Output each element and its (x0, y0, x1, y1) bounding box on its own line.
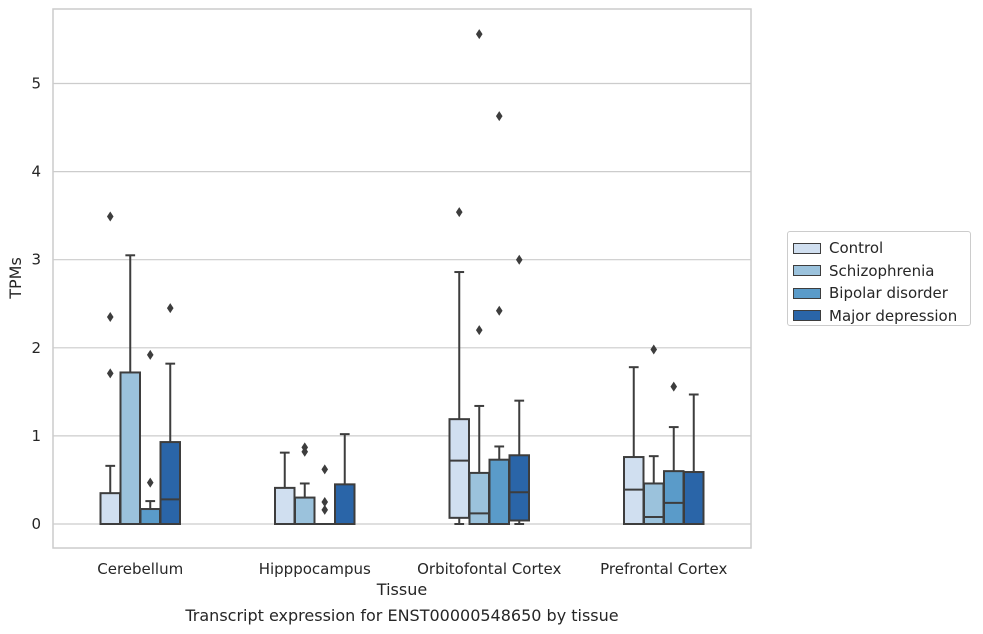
legend-label: Schizophrenia (829, 261, 935, 280)
box-body (683, 471, 705, 525)
box-0-0 (99, 211, 121, 526)
box-3-3 (683, 393, 705, 525)
box-2-3 (663, 381, 685, 526)
box-1-1 (294, 442, 316, 526)
box-body (294, 496, 316, 526)
box-1-3 (643, 344, 665, 525)
box-body (139, 508, 161, 526)
box-3-1 (334, 433, 356, 526)
axis-ticks: 0 1 2 3 4 5 Cerebellum Hipppocampus Orbitofontal… (31, 75, 727, 579)
outlier-point (455, 207, 463, 218)
box-1-0 (119, 254, 141, 525)
y-tick-label: 2 (31, 339, 41, 357)
outlier-point (475, 325, 483, 336)
outlier-point (495, 305, 503, 316)
x-tick-label: Prefrontal Cortex (600, 560, 727, 578)
outlier-point (146, 477, 154, 488)
legend-item: Schizophrenia (793, 260, 970, 283)
outlier-point (515, 254, 523, 265)
legend-label: Control (829, 239, 884, 258)
legend-swatch (793, 287, 821, 299)
box-body (274, 486, 296, 525)
plot-frame (52, 8, 752, 549)
outlier-point (321, 464, 329, 475)
box-body (334, 483, 356, 526)
outlier-point (670, 381, 678, 392)
box-body (468, 471, 490, 526)
y-tick-label: 0 (31, 515, 41, 533)
outlier-point (106, 211, 114, 222)
box-body (488, 458, 510, 526)
outlier-point (146, 349, 154, 360)
box-groups (99, 29, 705, 526)
legend-item: Major depression (793, 305, 970, 328)
legend-label: Major depression (829, 306, 958, 325)
box-body (99, 492, 121, 526)
y-tick-label: 3 (31, 251, 41, 269)
outlier-point (106, 311, 114, 322)
x-tick-label: Orbitofontal Cortex (417, 560, 561, 578)
box-body (159, 441, 181, 525)
x-tick-label: Cerebellum (97, 560, 183, 578)
box-0-1 (274, 451, 296, 525)
outlier-point (321, 504, 329, 515)
box-3-2 (508, 254, 530, 525)
box-body (508, 454, 530, 522)
box-1-2 (468, 29, 490, 526)
legend-swatch (793, 265, 821, 277)
legend-label: Bipolar disorder (829, 284, 948, 303)
y-tick-label: 1 (31, 427, 41, 445)
outlier-point (475, 29, 483, 40)
legend-item: Control (793, 237, 970, 260)
box-body (448, 418, 470, 519)
outlier-point (650, 344, 658, 355)
grid-lines (53, 82, 751, 525)
box-2-1 (315, 464, 335, 525)
legend-swatch (793, 310, 821, 322)
box-body (119, 371, 141, 525)
box-0-3 (623, 366, 645, 526)
legend-swatch (793, 242, 821, 254)
y-tick-label: 5 (31, 75, 41, 93)
x-tick-label: Hipppocampus (259, 560, 371, 578)
chart-caption: Transcript expression for ENST0000054865… (185, 606, 619, 625)
box-0-2 (448, 207, 470, 525)
outlier-point (166, 303, 174, 314)
box-2-2 (488, 111, 510, 526)
outlier-point (321, 496, 329, 507)
y-tick-label: 4 (31, 163, 41, 181)
outlier-point (106, 368, 114, 379)
box-2-0 (139, 349, 161, 526)
box-3-0 (159, 303, 181, 525)
box-body (663, 470, 685, 526)
y-axis-label: TPMs (6, 257, 25, 300)
legend-item: Bipolar disorder (793, 282, 970, 305)
outlier-point (495, 111, 503, 122)
x-axis-label: Tissue (376, 580, 427, 599)
legend: Control Schizophrenia Bipolar disorder Majo… (787, 231, 971, 326)
outlier-point (301, 442, 309, 453)
plot-border (52, 8, 752, 549)
